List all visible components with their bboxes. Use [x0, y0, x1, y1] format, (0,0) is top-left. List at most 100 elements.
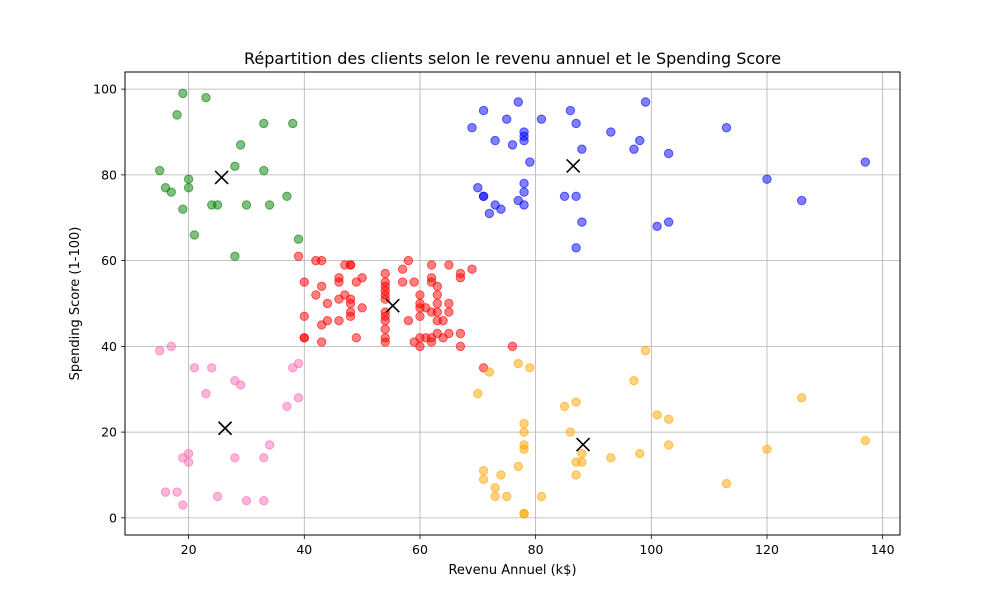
scatter-point	[640, 97, 651, 107]
scatter-point	[502, 114, 512, 124]
centroid-marker	[575, 437, 591, 452]
y-tick-label: 100	[93, 82, 117, 97]
scatter-point	[293, 358, 304, 369]
scatter-point	[652, 221, 662, 232]
scatter-point	[478, 191, 489, 202]
scatter-point	[577, 144, 587, 154]
scatter-point	[311, 290, 321, 300]
scatter-point	[282, 191, 292, 202]
scatter-point	[380, 337, 390, 347]
scatter-point	[438, 315, 448, 326]
scatter-point	[490, 491, 500, 502]
y-axis-label: Spending Score (1-100)	[68, 227, 83, 381]
series-0	[155, 88, 304, 262]
scatter-point	[502, 491, 512, 502]
scatter-point	[345, 260, 356, 270]
scatter-point	[415, 341, 425, 352]
scatter-point	[577, 448, 587, 459]
scatter-point	[513, 461, 523, 472]
scatter-point	[183, 448, 194, 459]
scatter-point	[519, 427, 529, 437]
scatter-point	[334, 315, 344, 326]
x-tick-label: 40	[296, 542, 312, 557]
scatter-point	[484, 367, 495, 377]
scatter-point	[721, 478, 732, 489]
scatter-point	[559, 401, 570, 412]
cluster-centroids	[214, 158, 591, 452]
scatter-point	[155, 165, 165, 176]
scatter-point	[484, 208, 495, 219]
scatter-point	[357, 303, 367, 313]
scatter-point	[455, 273, 466, 283]
scatter-point	[860, 157, 870, 167]
scatter-point	[444, 298, 454, 309]
scatter-point	[160, 487, 171, 497]
scatter-point	[259, 118, 269, 129]
scatter-point	[519, 200, 529, 210]
scatter-point	[640, 345, 651, 356]
centroid-marker	[566, 158, 581, 173]
scatter-point	[345, 298, 356, 309]
scatter-point	[635, 135, 645, 146]
scatter-point	[212, 491, 223, 502]
scatter-point	[571, 470, 581, 480]
chart-title: Répartition des clients selon le revenu …	[244, 49, 781, 68]
scatter-point	[403, 255, 414, 266]
scatter-point	[259, 165, 269, 176]
scatter-point	[322, 315, 333, 326]
scatter-point	[519, 131, 529, 142]
scatter-point	[444, 307, 454, 317]
scatter-point	[519, 178, 529, 189]
scatter-point	[577, 217, 587, 227]
scatter-point	[166, 341, 176, 352]
scatter-point	[426, 260, 437, 270]
scatter-point	[316, 281, 327, 292]
scatter-point	[299, 333, 309, 343]
scatter-point	[455, 328, 466, 339]
scatter-point	[241, 496, 252, 506]
y-tick-label: 80	[101, 167, 117, 182]
scatter-point	[166, 187, 176, 197]
scatter-point	[397, 264, 408, 274]
y-tick-label: 40	[101, 339, 117, 354]
scatter-point	[183, 174, 194, 184]
grid	[125, 72, 900, 535]
scatter-point	[496, 470, 506, 480]
scatter-point	[264, 200, 275, 210]
scatter-point	[536, 491, 547, 502]
scatter-point	[351, 333, 362, 343]
series-4	[473, 345, 870, 519]
scatter-point	[235, 140, 246, 150]
centroid-marker	[385, 298, 400, 313]
scatter-point	[565, 105, 576, 116]
scatter-point	[264, 440, 275, 450]
scatter-point	[299, 277, 309, 287]
scatter-point	[415, 290, 425, 300]
scatter-point	[212, 200, 223, 210]
scatter-point	[467, 264, 477, 274]
scatter-point	[473, 388, 483, 399]
scatter-point	[629, 375, 639, 386]
scatter-point	[519, 187, 529, 197]
y-tick-label: 0	[109, 510, 117, 525]
y-tick-label: 60	[101, 253, 117, 268]
scatter-point	[345, 311, 356, 322]
scatter-point	[467, 123, 477, 133]
scatter-point	[293, 251, 304, 262]
scatter-point	[490, 135, 500, 146]
scatter-point	[230, 161, 240, 172]
scatter-point	[606, 453, 616, 463]
scatter-point	[652, 410, 662, 420]
scatter-point	[496, 204, 506, 214]
scatter-point	[762, 174, 772, 184]
scatter-point	[207, 363, 217, 373]
scatter-point	[183, 183, 194, 193]
scatter-point	[380, 315, 390, 326]
scatter-point	[663, 148, 674, 159]
scatter-point	[322, 298, 333, 309]
scatter-point	[565, 427, 576, 437]
scatter-point	[259, 453, 269, 463]
scatter-point	[519, 418, 529, 429]
scatter-point	[606, 127, 616, 137]
scatter-point	[172, 487, 182, 497]
